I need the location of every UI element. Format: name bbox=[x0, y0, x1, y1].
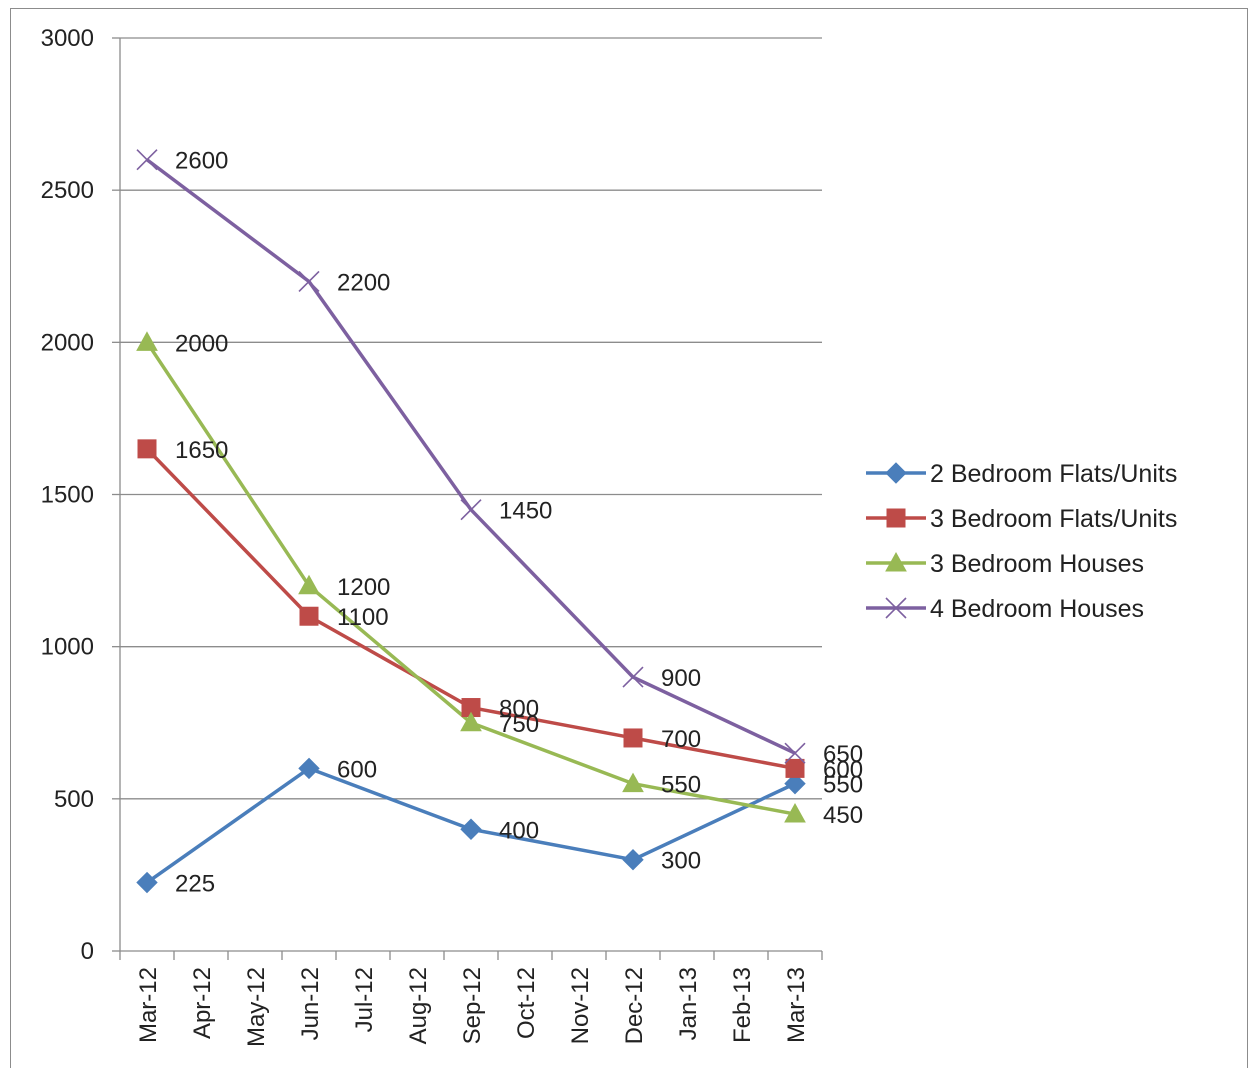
data-point bbox=[622, 666, 644, 688]
data-point bbox=[137, 439, 157, 459]
x-tick-label: Feb-13 bbox=[729, 967, 756, 1043]
y-tick-label: 500 bbox=[54, 786, 94, 813]
data-point bbox=[784, 742, 806, 764]
x-tick-label: Aug-12 bbox=[405, 967, 432, 1044]
diamond-marker bbox=[136, 871, 158, 894]
data-point bbox=[622, 772, 644, 793]
x-marker-stroke bbox=[298, 270, 320, 293]
legend-label: 2 Bedroom Flats/Units bbox=[930, 460, 1177, 488]
data-label: 2200 bbox=[337, 269, 390, 296]
data-point bbox=[784, 803, 806, 823]
square-marker bbox=[785, 758, 805, 778]
data-point bbox=[298, 574, 320, 595]
x-tick-label: Jul-12 bbox=[351, 967, 378, 1032]
legend-marker bbox=[885, 597, 907, 619]
data-point bbox=[622, 848, 644, 871]
x-tick-label: Sep-12 bbox=[459, 967, 486, 1044]
data-point bbox=[136, 871, 158, 894]
data-label: 1650 bbox=[175, 437, 228, 464]
triangle-marker bbox=[784, 803, 806, 823]
x-tick-label: Oct-12 bbox=[513, 967, 540, 1039]
legend-entry: 3 Bedroom Flats/Units bbox=[866, 505, 1177, 533]
data-label: 650 bbox=[823, 741, 863, 768]
square-marker bbox=[886, 508, 906, 528]
data-point bbox=[784, 772, 806, 795]
y-tick-label: 1500 bbox=[41, 482, 94, 509]
diamond-marker bbox=[622, 848, 644, 871]
data-point bbox=[460, 499, 482, 521]
legend-entry: 2 Bedroom Flats/Units bbox=[866, 460, 1177, 488]
legend-marker bbox=[885, 462, 907, 484]
x-tick-label: Jun-12 bbox=[297, 967, 324, 1040]
square-marker bbox=[299, 606, 319, 626]
x-tick-label: May-12 bbox=[243, 967, 270, 1047]
data-point bbox=[298, 757, 320, 780]
legend-entry: 3 Bedroom Houses bbox=[866, 550, 1144, 578]
data-point bbox=[136, 149, 158, 171]
legend-entry: 4 Bedroom Houses bbox=[866, 595, 1144, 623]
diamond-marker bbox=[784, 772, 806, 795]
data-label: 700 bbox=[661, 726, 701, 753]
x-tick-label: Apr-12 bbox=[189, 967, 216, 1039]
y-tick-label: 2000 bbox=[41, 329, 94, 356]
legend-label: 3 Bedroom Houses bbox=[930, 550, 1144, 578]
triangle-marker bbox=[622, 772, 644, 793]
data-label: 2600 bbox=[175, 148, 228, 175]
triangle-marker bbox=[885, 551, 907, 572]
triangle-marker bbox=[136, 331, 158, 351]
square-marker bbox=[137, 439, 157, 459]
data-point bbox=[460, 818, 482, 840]
legend-marker bbox=[886, 508, 906, 528]
x-tick-label: Nov-12 bbox=[567, 967, 594, 1044]
data-point bbox=[298, 270, 320, 293]
data-point bbox=[136, 331, 158, 351]
data-label: 1100 bbox=[337, 604, 389, 631]
data-label: 750 bbox=[499, 711, 539, 738]
x-tick-label: Jan-13 bbox=[675, 967, 702, 1040]
data-point bbox=[785, 758, 805, 778]
diamond-marker bbox=[885, 462, 907, 484]
y-tick-label: 2500 bbox=[41, 177, 94, 204]
data-label: 550 bbox=[823, 772, 863, 799]
data-label: 1450 bbox=[499, 498, 552, 525]
data-label: 600 bbox=[823, 756, 863, 783]
data-label: 450 bbox=[823, 802, 863, 829]
x-marker-stroke bbox=[460, 499, 482, 521]
data-label: 300 bbox=[661, 848, 701, 875]
x-tick-label: Mar-13 bbox=[783, 967, 810, 1043]
chart-area bbox=[10, 8, 1248, 1068]
data-label: 2000 bbox=[175, 330, 228, 357]
y-tick-label: 0 bbox=[81, 938, 94, 965]
triangle-marker bbox=[460, 711, 482, 732]
data-label: 800 bbox=[499, 696, 539, 723]
x-marker-stroke bbox=[885, 597, 907, 619]
legend-label: 3 Bedroom Flats/Units bbox=[930, 505, 1177, 533]
diamond-marker bbox=[460, 818, 482, 840]
data-label: 400 bbox=[499, 817, 539, 844]
data-label: 900 bbox=[661, 665, 701, 692]
x-marker-stroke bbox=[622, 666, 644, 688]
data-label: 600 bbox=[337, 756, 377, 783]
data-point bbox=[460, 711, 482, 732]
x-marker-stroke bbox=[136, 149, 158, 171]
data-label: 1200 bbox=[337, 574, 390, 601]
legend-label: 4 Bedroom Houses bbox=[930, 595, 1144, 623]
y-tick-label: 1000 bbox=[41, 634, 94, 661]
data-point bbox=[299, 606, 319, 626]
x-marker-stroke bbox=[784, 742, 806, 764]
data-point bbox=[623, 728, 643, 748]
square-marker bbox=[623, 728, 643, 748]
diamond-marker bbox=[298, 757, 320, 780]
triangle-marker bbox=[298, 574, 320, 595]
x-tick-label: Dec-12 bbox=[621, 967, 648, 1044]
data-label: 550 bbox=[661, 772, 701, 799]
y-tick-label: 3000 bbox=[41, 25, 94, 52]
data-label: 225 bbox=[175, 871, 215, 898]
x-tick-label: Mar-12 bbox=[135, 967, 162, 1043]
legend-marker bbox=[885, 551, 907, 572]
